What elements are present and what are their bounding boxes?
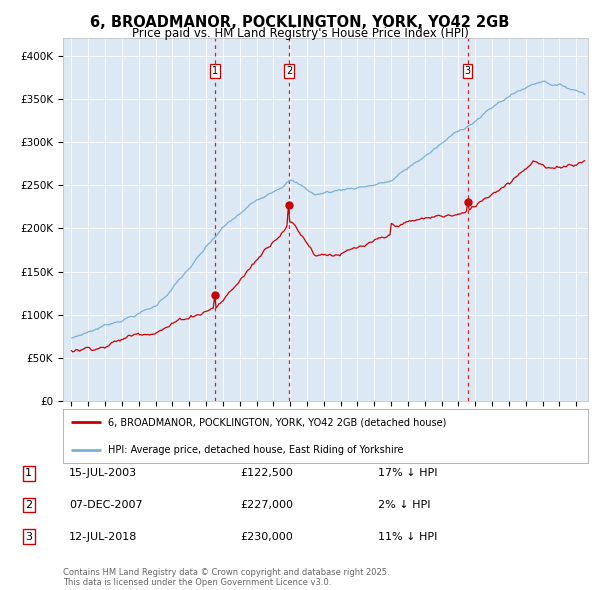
Text: 3: 3: [25, 532, 32, 542]
Text: 11% ↓ HPI: 11% ↓ HPI: [378, 532, 437, 542]
Text: 1: 1: [212, 66, 218, 76]
Text: 2: 2: [25, 500, 32, 510]
Text: £122,500: £122,500: [240, 468, 293, 478]
Text: 2% ↓ HPI: 2% ↓ HPI: [378, 500, 431, 510]
Text: HPI: Average price, detached house, East Riding of Yorkshire: HPI: Average price, detached house, East…: [107, 445, 403, 454]
Text: Price paid vs. HM Land Registry's House Price Index (HPI): Price paid vs. HM Land Registry's House …: [131, 27, 469, 40]
Text: £227,000: £227,000: [240, 500, 293, 510]
Text: 6, BROADMANOR, POCKLINGTON, YORK, YO42 2GB (detached house): 6, BROADMANOR, POCKLINGTON, YORK, YO42 2…: [107, 418, 446, 427]
Text: 3: 3: [464, 66, 470, 76]
Text: Contains HM Land Registry data © Crown copyright and database right 2025.
This d: Contains HM Land Registry data © Crown c…: [63, 568, 389, 587]
Text: 07-DEC-2007: 07-DEC-2007: [69, 500, 143, 510]
Text: 2: 2: [286, 66, 292, 76]
Text: 15-JUL-2003: 15-JUL-2003: [69, 468, 137, 478]
Text: 6, BROADMANOR, POCKLINGTON, YORK, YO42 2GB: 6, BROADMANOR, POCKLINGTON, YORK, YO42 2…: [91, 15, 509, 30]
Text: 12-JUL-2018: 12-JUL-2018: [69, 532, 137, 542]
Text: 1: 1: [25, 468, 32, 478]
Text: 17% ↓ HPI: 17% ↓ HPI: [378, 468, 437, 478]
Text: £230,000: £230,000: [240, 532, 293, 542]
